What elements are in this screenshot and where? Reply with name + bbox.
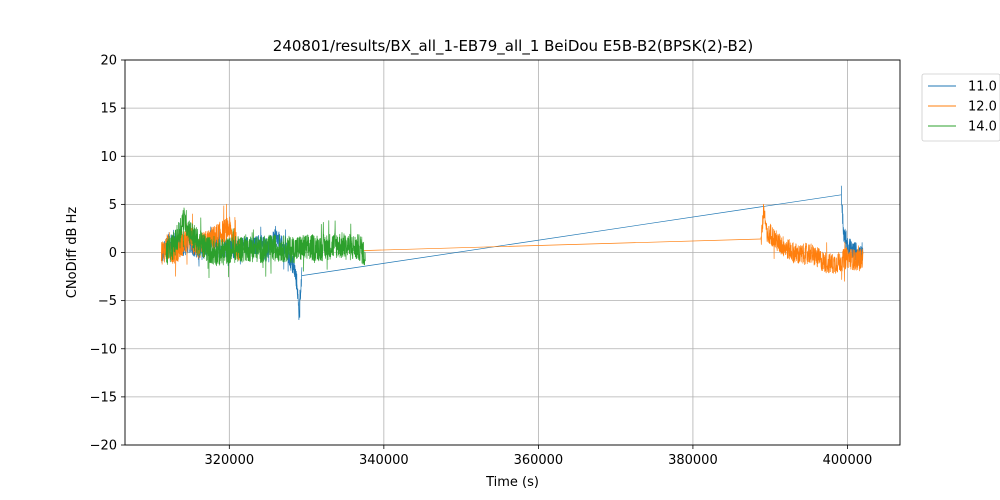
legend: 11.0 12.0 14.0 — [921, 73, 1000, 142]
legend-label: 12.0 — [968, 100, 997, 115]
y-tick-label: −5 — [98, 294, 117, 309]
series-layer — [160, 185, 864, 321]
x-axis-label: Time (s) — [485, 475, 539, 490]
y-tick-label: 5 — [109, 198, 117, 213]
series-line — [362, 238, 761, 251]
x-tick-label: 360000 — [514, 453, 564, 468]
legend-box — [921, 73, 1000, 142]
series-14-0 — [165, 207, 366, 279]
y-tick-label: 10 — [100, 150, 117, 165]
x-tick-label: 340000 — [359, 453, 409, 468]
y-axis: −20 −15 −10 −5 0 5 10 15 20 — [90, 54, 125, 454]
series-line — [301, 194, 842, 276]
x-tick-label: 380000 — [668, 453, 718, 468]
legend-label: 14.0 — [968, 120, 997, 135]
legend-label: 11.0 — [968, 80, 997, 95]
y-tick-label: −15 — [90, 390, 117, 405]
y-tick-label: 0 — [109, 246, 117, 261]
y-tick-label: 15 — [100, 102, 117, 117]
series-line — [760, 203, 864, 282]
x-axis: 320000 340000 360000 380000 400000 — [204, 445, 872, 468]
y-tick-label: −10 — [90, 342, 117, 357]
series-line — [165, 207, 366, 279]
x-tick-label: 320000 — [204, 453, 254, 468]
y-tick-label: 20 — [100, 54, 117, 69]
chart-title: 240801/results/BX_all_1-EB79_all_1 BeiDo… — [273, 37, 753, 56]
y-axis-label: CNoDiff dB Hz — [65, 207, 80, 299]
y-tick-label: −20 — [90, 439, 117, 454]
x-tick-label: 400000 — [823, 453, 873, 468]
